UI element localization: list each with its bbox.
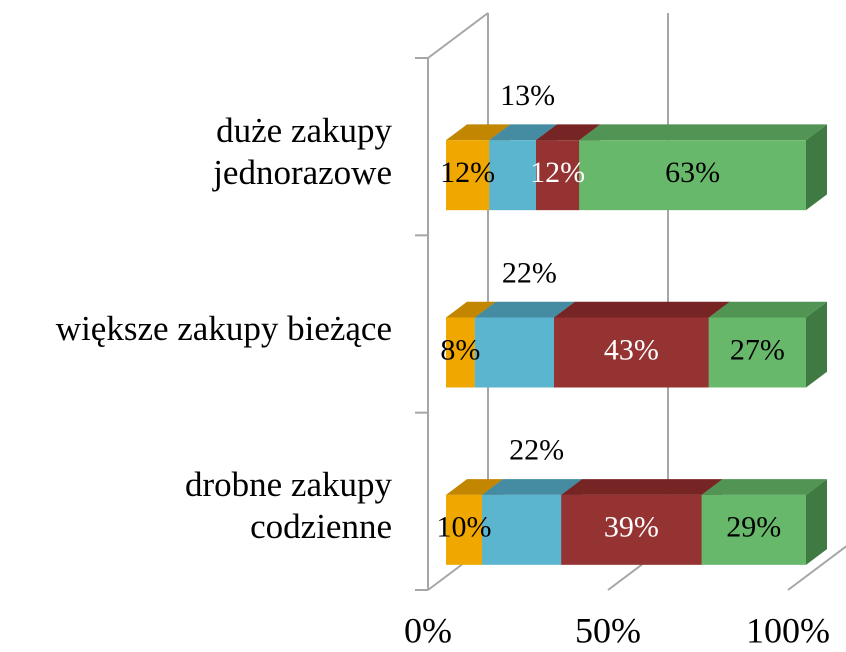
bar [446, 494, 482, 565]
data-label: 12% [530, 156, 585, 189]
bar [474, 317, 554, 388]
data-label: 10% [437, 511, 492, 544]
bar-top [579, 124, 827, 141]
x-tick-label: 0% [404, 610, 452, 650]
x-tick-label: 50% [575, 610, 641, 650]
bar-top [474, 301, 575, 318]
bar [446, 140, 490, 211]
bar-top [701, 479, 827, 495]
bar-top [446, 301, 496, 318]
category-label: duże zakupy jednorazowe [213, 110, 392, 192]
bar [701, 494, 806, 565]
category-label: większe zakupy bieżące [55, 309, 392, 348]
grid-line [787, 545, 846, 591]
bar-top [489, 124, 557, 141]
bar [579, 140, 806, 211]
bar [446, 317, 475, 388]
data-label: 27% [730, 333, 785, 366]
bar [561, 494, 702, 565]
data-label: 22% [502, 256, 557, 289]
bar-side [806, 124, 827, 211]
bar-top [708, 301, 827, 318]
bar [489, 140, 536, 211]
data-label: 29% [726, 511, 781, 544]
data-label: 13% [500, 79, 555, 112]
bar-top [536, 124, 601, 141]
bar [482, 494, 562, 565]
bar-side [806, 301, 827, 388]
bar-top [561, 479, 723, 495]
bar-top [554, 301, 730, 318]
data-label: 8% [440, 333, 480, 366]
bar [536, 140, 580, 211]
data-label: 12% [440, 156, 495, 189]
data-label: 22% [509, 434, 564, 467]
data-label: 39% [604, 511, 659, 544]
x-tick-label: 100% [746, 610, 830, 650]
bar [554, 317, 709, 388]
data-label: 43% [604, 333, 659, 366]
bar-top [446, 124, 511, 141]
bar [708, 317, 806, 388]
bar-side [806, 479, 827, 565]
bar-top [482, 479, 583, 495]
data-label: 63% [665, 156, 720, 189]
category-label: drobne zakupy codzienne [184, 465, 392, 547]
axis-line [427, 12, 489, 59]
bar-top [446, 479, 503, 495]
